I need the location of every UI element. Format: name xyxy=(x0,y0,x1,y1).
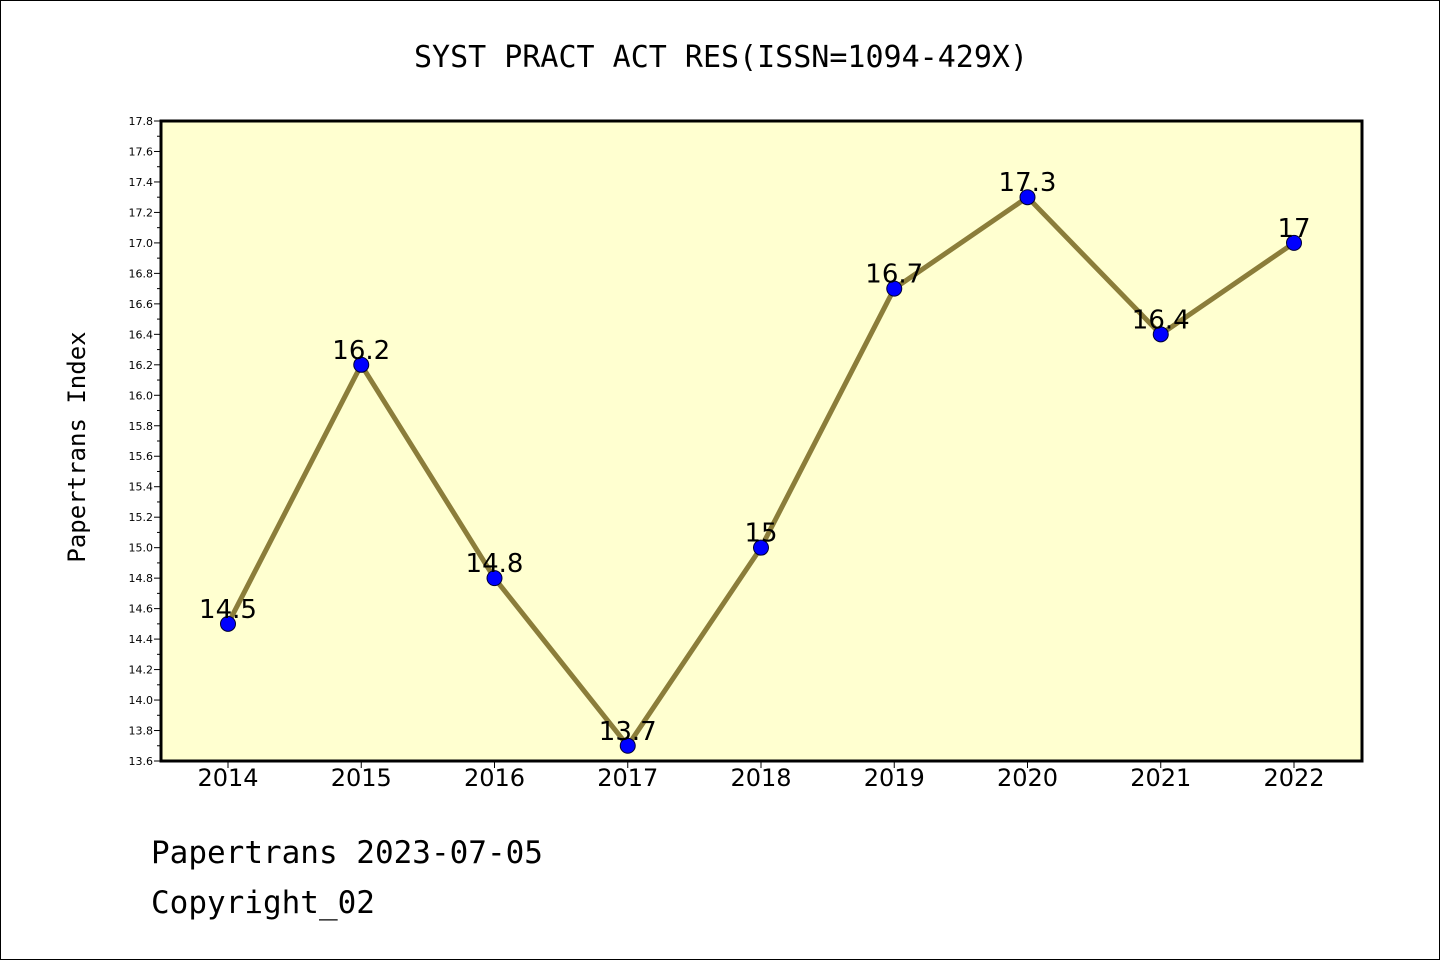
y-tick-label: 17.2 xyxy=(129,206,154,219)
x-tick-label: 2017 xyxy=(597,764,658,792)
footer-copyright: Copyright_02 xyxy=(151,885,375,921)
x-tick-label: 2021 xyxy=(1130,764,1191,792)
data-label: 14.5 xyxy=(199,595,257,625)
y-tick-label: 15.4 xyxy=(129,481,154,494)
y-tick-label: 15.2 xyxy=(129,511,154,524)
data-point xyxy=(220,615,236,632)
y-tick-label: 17.6 xyxy=(129,145,154,158)
data-label: 13.7 xyxy=(599,717,657,747)
x-tick-label: 2020 xyxy=(997,764,1058,792)
data-point xyxy=(753,539,769,556)
data-point xyxy=(1286,234,1302,251)
data-label: 16.7 xyxy=(865,260,923,290)
y-tick-label: 14.0 xyxy=(129,694,154,707)
y-tick-label: 15.8 xyxy=(129,420,154,433)
y-tick-label: 17.4 xyxy=(129,176,154,189)
x-tick-label: 2015 xyxy=(331,764,392,792)
x-tick-label: 2016 xyxy=(464,764,525,792)
y-tick-label: 14.2 xyxy=(129,664,154,677)
y-tick-label: 14.8 xyxy=(129,572,154,585)
data-label: 16.2 xyxy=(332,336,390,366)
x-axis: 2014 2015 2016 2017 2018 2019 2020 2021 2022 xyxy=(197,761,1325,792)
y-tick-label: 15.0 xyxy=(129,542,154,555)
data-point xyxy=(1019,189,1036,206)
data-label: 15 xyxy=(744,519,777,549)
plot-area xyxy=(159,119,1364,763)
y-tick-label: 14.6 xyxy=(129,603,154,616)
data-point xyxy=(353,356,370,373)
x-tick-label: 2019 xyxy=(864,764,925,792)
y-tick-label: 17.8 xyxy=(129,115,154,128)
y-axis: 13.6 13.8 14.0 14.2 14.4 14.6 14.8 15.0 15.2 15.4… xyxy=(129,115,161,768)
chart-title: SYST PRACT ACT RES(ISSN=1094-429X) xyxy=(414,40,1028,75)
y-tick-label: 13.8 xyxy=(129,725,154,738)
data-point xyxy=(1152,326,1169,343)
data-point xyxy=(619,737,636,754)
data-point xyxy=(886,280,903,297)
footer-date: Papertrans 2023-07-05 xyxy=(151,835,543,871)
y-tick-label: 13.6 xyxy=(129,755,154,768)
y-tick-label: 15.6 xyxy=(129,450,154,463)
series-markers xyxy=(220,189,1302,754)
data-label: 16.4 xyxy=(1132,305,1190,335)
y-axis-label: Papertrans Index xyxy=(63,331,91,562)
data-label: 14.8 xyxy=(466,549,524,579)
y-tick-label: 14.4 xyxy=(129,633,154,646)
x-tick-label: 2014 xyxy=(197,764,258,792)
data-label: 17.3 xyxy=(999,168,1057,198)
y-tick-label: 17.0 xyxy=(129,237,154,250)
y-tick-label: 16.8 xyxy=(129,267,154,280)
y-tick-label: 16.4 xyxy=(129,328,154,341)
data-label: 17 xyxy=(1277,214,1310,244)
x-tick-label: 2022 xyxy=(1263,764,1324,792)
y-tick-label: 16.6 xyxy=(129,298,154,311)
y-tick-label: 16.2 xyxy=(129,359,154,372)
data-labels: 14.5 16.2 14.8 13.7 15 16.7 17.3 16.4 17 xyxy=(199,168,1310,747)
y-tick-label: 16.0 xyxy=(129,389,154,402)
x-tick-label: 2018 xyxy=(730,764,791,792)
data-point xyxy=(486,570,503,587)
